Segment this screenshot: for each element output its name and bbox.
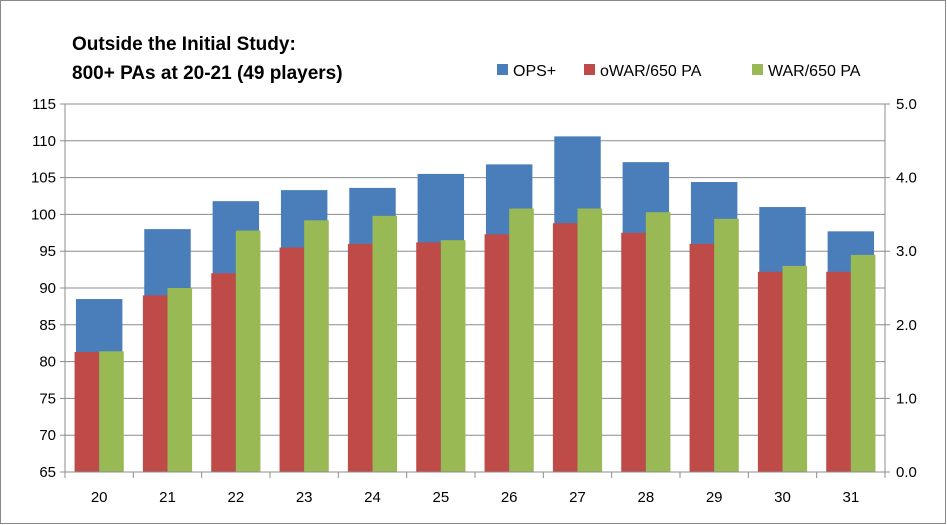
x-axis-tick-label: 25 [432, 489, 449, 506]
left-axis-tick-label: 105 [31, 170, 56, 187]
legend-swatch [497, 64, 508, 75]
x-axis-tick-label: 26 [501, 489, 518, 506]
bar-owar-650pa [279, 247, 305, 472]
x-axis-tick-label: 28 [637, 489, 654, 506]
bar-owar-650pa [826, 271, 851, 472]
x-axis-tick-label: 22 [227, 489, 244, 506]
right-axis-tick-label: 2.0 [896, 317, 917, 334]
left-axis-tick-label: 110 [32, 133, 56, 150]
legend-swatch [752, 64, 763, 75]
left-axis-tick-label: 85 [39, 317, 56, 334]
left-axis-tick-label: 80 [39, 354, 56, 371]
bar-owar-650pa [552, 223, 578, 472]
left-axis-tick-label: 75 [39, 390, 56, 407]
left-axis-tick-label: 90 [39, 280, 56, 297]
bar-war-650pa [372, 215, 398, 472]
bar-war-650pa [509, 208, 534, 472]
bar-war-650pa [167, 288, 193, 472]
right-axis-tick-label: 3.0 [896, 243, 917, 260]
bar-war-650pa [577, 208, 603, 472]
bar-owar-650pa [74, 352, 100, 472]
bar-owar-650pa [211, 273, 236, 472]
bars [74, 136, 876, 473]
legend-label: oWAR/650 PA [600, 63, 702, 80]
bar-war-650pa [782, 265, 808, 472]
bar-war-650pa [99, 351, 124, 472]
legend: OPS+ oWAR/650 PA WAR/650 PA [497, 63, 861, 80]
x-axis-tick-label: 21 [159, 489, 176, 506]
left-axis-tick-label: 95 [39, 243, 56, 260]
left-axis-tick-label: 65 [39, 464, 56, 481]
legend-label: OPS+ [513, 63, 556, 80]
x-axis-tick-label: 23 [296, 489, 313, 506]
bar-war-650pa [850, 254, 876, 472]
right-axis-tick-label: 4.0 [896, 170, 917, 187]
left-axis-tick-label: 115 [32, 96, 56, 113]
bar-war-650pa [440, 240, 466, 472]
x-axis-tick-label: 20 [91, 489, 108, 506]
left-axis-tick-label: 70 [39, 427, 56, 444]
right-axis-tick-label: 5.0 [896, 96, 917, 113]
x-axis-tick-label: 31 [842, 489, 859, 506]
chart-title-line-1: Outside the Initial Study: [72, 34, 296, 55]
x-axis-tick-label: 27 [569, 489, 586, 506]
chart-title-line-2: 800+ PAs at 20-21 (49 players) [72, 63, 343, 84]
right-axis-tick-label: 1.0 [896, 390, 917, 407]
left-axis-tick-label: 100 [31, 206, 56, 223]
legend-label: WAR/650 PA [768, 63, 861, 80]
bar-war-650pa [714, 218, 739, 472]
bar-owar-650pa [142, 295, 168, 472]
x-axis-tick-label: 24 [364, 489, 381, 506]
bar-owar-650pa [757, 271, 783, 472]
bar-owar-650pa [689, 243, 715, 472]
bar-war-650pa [645, 212, 671, 472]
bar-owar-650pa [347, 243, 373, 472]
bar-war-650pa [235, 230, 261, 472]
bar-owar-650pa [416, 242, 441, 472]
bar-owar-650pa [621, 232, 646, 472]
legend-swatch [584, 64, 595, 75]
axes: 65 70 75 80 85 90 95 100 105 110 115 0.0 1.0 2.0 3.0 4.… [31, 96, 917, 506]
x-axis-tick-label: 30 [774, 489, 791, 506]
right-axis-tick-label: 0.0 [896, 464, 917, 481]
bar-war-650pa [304, 220, 329, 472]
x-axis-tick-label: 29 [706, 489, 723, 506]
bar-owar-650pa [484, 234, 510, 472]
